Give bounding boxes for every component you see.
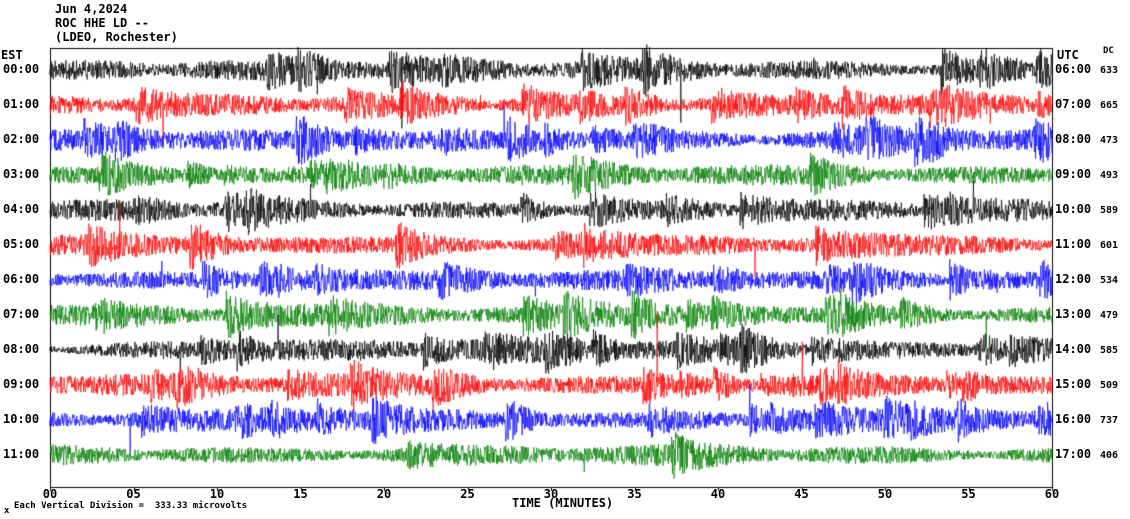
est-time-label: 06:00 [3, 272, 40, 286]
utc-time-label: 16:00 [1055, 412, 1092, 426]
utc-time-label: 07:00 [1055, 97, 1092, 111]
x-tick-label: 05 [126, 487, 141, 501]
x-tick-label: 15 [293, 487, 308, 501]
dc-value: 534 [1100, 275, 1119, 286]
right-axis-label: UTC [1057, 48, 1079, 62]
x-tick-label: 45 [794, 487, 809, 501]
est-time-label: 05:00 [3, 237, 40, 251]
est-time-label: 10:00 [3, 412, 40, 426]
dc-value: 493 [1100, 170, 1119, 181]
est-time-label: 11:00 [3, 447, 40, 461]
dc-column-label: DC [1103, 46, 1114, 56]
dc-value: 601 [1100, 240, 1119, 251]
est-time-label: 02:00 [3, 132, 40, 146]
x-tick-label: 60 [1044, 487, 1060, 501]
est-time-label: 08:00 [3, 342, 40, 356]
utc-time-label: 13:00 [1055, 307, 1092, 321]
est-time-label: 01:00 [3, 97, 40, 111]
header-date: Jun 4,2024 [55, 2, 128, 16]
utc-time-label: 11:00 [1055, 237, 1092, 251]
utc-time-label: 08:00 [1055, 132, 1092, 146]
x-tick-label: 55 [961, 487, 976, 501]
est-time-label: 09:00 [3, 377, 40, 391]
dc-value: 473 [1100, 135, 1119, 146]
utc-time-label: 17:00 [1055, 447, 1092, 461]
x-tick-label: 25 [460, 487, 475, 501]
dc-value: 589 [1100, 205, 1119, 216]
x-tick-label: 40 [710, 487, 726, 501]
dc-value: 406 [1100, 450, 1119, 461]
est-time-label: 04:00 [3, 202, 40, 216]
x-tick-label: 10 [209, 487, 225, 501]
utc-time-label: 06:00 [1055, 62, 1092, 76]
est-time-label: 03:00 [3, 167, 40, 181]
dc-value: 479 [1100, 310, 1119, 321]
est-time-label: 07:00 [3, 307, 40, 321]
x-axis-title: TIME (MINUTES) [512, 496, 614, 510]
x-tick-label: 35 [627, 487, 642, 501]
dc-value: 509 [1100, 380, 1119, 391]
dc-value: 585 [1100, 345, 1119, 356]
dc-value: 665 [1100, 100, 1119, 111]
header-location: (LDEO, Rochester) [55, 30, 178, 44]
x-tick-label: 20 [376, 487, 392, 501]
dc-value: 633 [1100, 65, 1119, 76]
est-time-label: 00:00 [3, 62, 40, 76]
utc-time-label: 14:00 [1055, 342, 1092, 356]
left-axis-label: EST [1, 48, 23, 62]
utc-time-label: 09:00 [1055, 167, 1092, 181]
x-tick-label: 30 [543, 487, 559, 501]
x-tick-label: 50 [877, 487, 893, 501]
scale-note: Each Vertical Division = 333.33 microvol… [14, 501, 247, 511]
utc-time-label: 10:00 [1055, 202, 1092, 216]
corner-marker: x [4, 506, 10, 516]
header-station: ROC HHE LD -- [55, 16, 149, 30]
dc-value: 737 [1100, 415, 1119, 426]
utc-time-label: 12:00 [1055, 272, 1092, 286]
x-tick-label: 00 [42, 487, 58, 501]
utc-time-label: 15:00 [1055, 377, 1092, 391]
